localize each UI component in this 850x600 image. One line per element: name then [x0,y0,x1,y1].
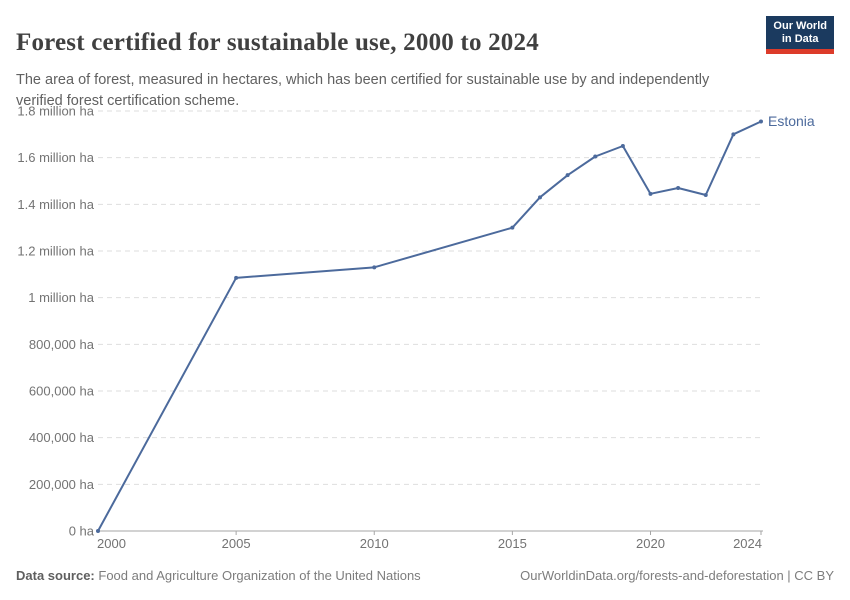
owid-logo-text: Our World in Data [766,16,834,49]
data-point[interactable] [593,154,598,159]
data-point[interactable] [372,265,377,270]
y-tick-label: 200,000 ha [29,477,95,492]
data-point[interactable] [731,132,736,137]
data-source-label: Data source: [16,568,95,583]
page-title: Forest certified for sustainable use, 20… [16,28,539,56]
data-source: Data source: Food and Agriculture Organi… [16,568,421,583]
x-tick-label: 2020 [636,536,665,551]
data-point[interactable] [538,195,542,200]
owid-logo-line1: Our World [773,20,827,32]
y-tick-label: 1.6 million ha [17,150,94,165]
x-tick-label: 2000 [97,536,126,551]
y-tick-label: 800,000 ha [29,337,95,352]
series-label[interactable]: Estonia [768,113,815,129]
x-tick-label: 2010 [360,536,389,551]
y-tick-label: 0 ha [69,524,95,539]
series-line[interactable] [97,120,762,532]
data-point[interactable] [676,186,681,190]
owid-logo-line2: in Data [781,33,819,45]
data-point[interactable] [510,225,515,230]
line-chart[interactable]: 0 ha 200,000 ha 400,000 ha 600,000 ha 800,00… [0,95,850,565]
data-point[interactable] [759,119,763,124]
data-source-text: Food and Agriculture Organization of the… [98,568,421,583]
data-point[interactable] [703,193,708,197]
y-tick-label: 1.2 million ha [17,244,94,259]
data-point[interactable] [234,275,239,280]
owid-url-link[interactable]: OurWorldinData.org/forests-and-deforesta… [520,568,834,583]
x-tick-label: 2015 [498,536,527,551]
data-point[interactable] [565,173,570,178]
data-point[interactable] [620,144,625,148]
y-tick-label: 1.4 million ha [17,197,94,212]
y-tick-label: 1 million ha [28,290,95,305]
y-tick-label: 600,000 ha [29,384,95,399]
chart-subtitle: The area of forest, measured in hectares… [16,71,710,109]
owid-logo[interactable]: Our World in Data [766,16,834,54]
data-point[interactable] [648,191,653,196]
owid-logo-stripe [766,49,834,54]
y-tick-label: 400,000 ha [29,430,95,445]
y-tick-label: 1.8 million ha [17,104,94,119]
x-tick-label: 2024 [733,536,762,551]
data-point[interactable] [96,529,100,533]
chart-footer: Data source: Food and Agriculture Organi… [16,568,834,583]
x-tick-label: 2005 [222,536,251,551]
